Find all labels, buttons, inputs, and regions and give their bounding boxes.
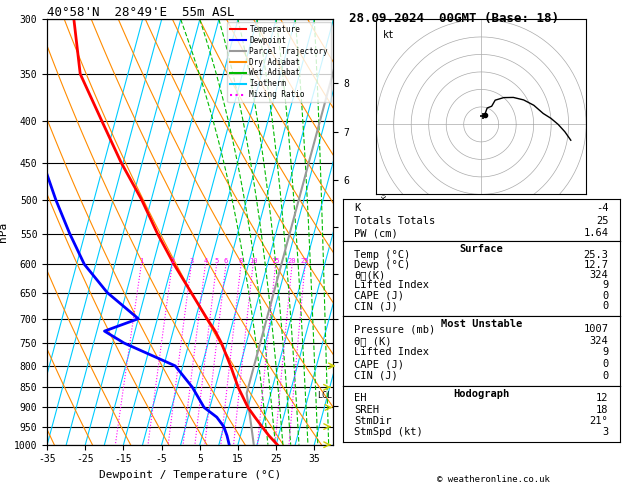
- Text: 8: 8: [239, 258, 243, 264]
- Text: 0: 0: [602, 291, 608, 301]
- Text: 15: 15: [271, 258, 280, 264]
- Text: © weatheronline.co.uk: © weatheronline.co.uk: [437, 474, 550, 484]
- Text: CIN (J): CIN (J): [354, 371, 398, 381]
- Text: 1: 1: [139, 258, 143, 264]
- Text: CAPE (J): CAPE (J): [354, 291, 404, 301]
- Text: 1.64: 1.64: [584, 228, 608, 238]
- Text: 25: 25: [596, 216, 608, 226]
- Text: K: K: [354, 203, 360, 213]
- Text: StmDir: StmDir: [354, 416, 391, 426]
- Text: Totals Totals: Totals Totals: [354, 216, 435, 226]
- Text: LCL: LCL: [318, 391, 333, 400]
- Text: kt: kt: [383, 30, 395, 40]
- Text: 12.7: 12.7: [584, 260, 608, 270]
- Text: Surface: Surface: [459, 243, 503, 254]
- Text: 3: 3: [602, 428, 608, 437]
- Text: 9: 9: [602, 280, 608, 291]
- Text: Pressure (mb): Pressure (mb): [354, 324, 435, 334]
- Text: 21°: 21°: [590, 416, 608, 426]
- Text: Dewp (°C): Dewp (°C): [354, 260, 410, 270]
- Text: 10: 10: [249, 258, 257, 264]
- Text: 4: 4: [203, 258, 208, 264]
- Y-axis label: hPa: hPa: [0, 222, 8, 242]
- Text: 28.09.2024  00GMT (Base: 18): 28.09.2024 00GMT (Base: 18): [349, 12, 559, 25]
- Text: 2: 2: [170, 258, 174, 264]
- Text: 25: 25: [301, 258, 309, 264]
- Text: 5: 5: [214, 258, 219, 264]
- Text: EH: EH: [354, 393, 366, 403]
- Y-axis label: km
ASL: km ASL: [361, 232, 379, 254]
- Text: StmSpd (kt): StmSpd (kt): [354, 428, 423, 437]
- Text: CIN (J): CIN (J): [354, 301, 398, 311]
- Text: 18: 18: [596, 404, 608, 415]
- Text: Mixing Ratio (g/kg): Mixing Ratio (g/kg): [381, 185, 389, 279]
- Text: CAPE (J): CAPE (J): [354, 359, 404, 369]
- X-axis label: Dewpoint / Temperature (°C): Dewpoint / Temperature (°C): [99, 470, 281, 480]
- Text: Most Unstable: Most Unstable: [440, 319, 522, 329]
- Text: PW (cm): PW (cm): [354, 228, 398, 238]
- Text: 25.3: 25.3: [584, 250, 608, 260]
- Text: 40°58'N  28°49'E  55m ASL: 40°58'N 28°49'E 55m ASL: [47, 6, 235, 19]
- Text: θᴇ (K): θᴇ (K): [354, 336, 391, 346]
- Text: 0: 0: [602, 371, 608, 381]
- Text: 9: 9: [602, 347, 608, 358]
- Text: 3: 3: [189, 258, 194, 264]
- Text: 0: 0: [602, 359, 608, 369]
- Text: 0: 0: [602, 301, 608, 311]
- Text: -4: -4: [596, 203, 608, 213]
- Legend: Temperature, Dewpoint, Parcel Trajectory, Dry Adiabat, Wet Adiabat, Isotherm, Mi: Temperature, Dewpoint, Parcel Trajectory…: [227, 22, 331, 102]
- Text: 6: 6: [224, 258, 228, 264]
- Text: 1007: 1007: [584, 324, 608, 334]
- Text: 20: 20: [288, 258, 296, 264]
- Text: 12: 12: [596, 393, 608, 403]
- Text: θᴇ(K): θᴇ(K): [354, 270, 385, 280]
- Text: Lifted Index: Lifted Index: [354, 280, 429, 291]
- Text: 324: 324: [590, 336, 608, 346]
- Text: Temp (°C): Temp (°C): [354, 250, 410, 260]
- Text: Lifted Index: Lifted Index: [354, 347, 429, 358]
- Text: 324: 324: [590, 270, 608, 280]
- Text: SREH: SREH: [354, 404, 379, 415]
- Text: Hodograph: Hodograph: [453, 389, 509, 399]
